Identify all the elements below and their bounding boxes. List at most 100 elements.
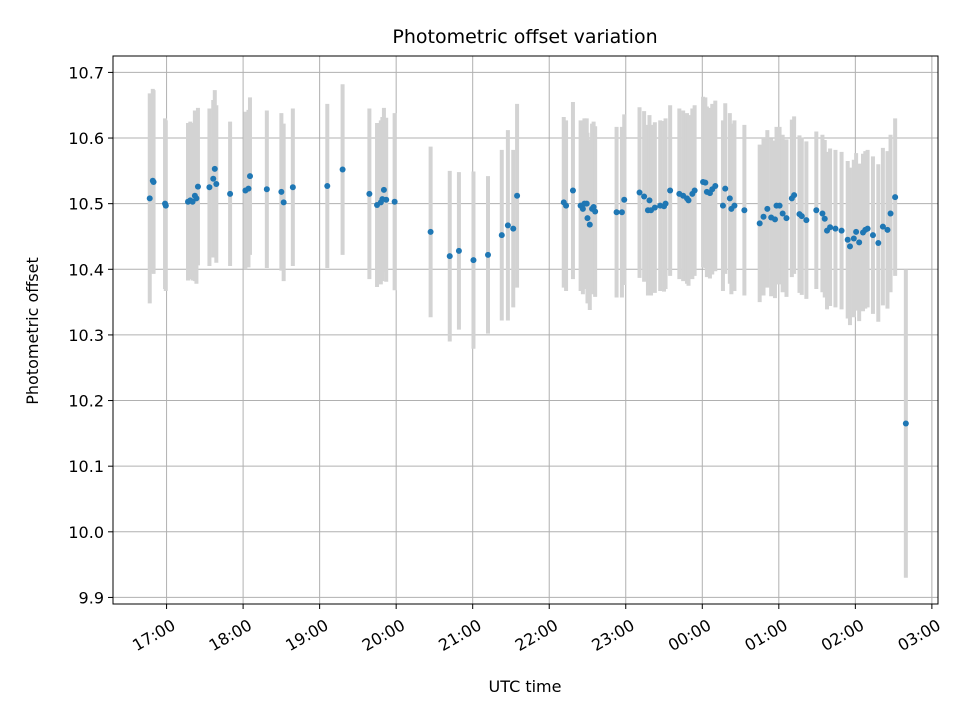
data-point [514,192,521,199]
data-point [391,198,398,205]
data-point [875,240,882,247]
y-tick-label: 10.6 [68,129,104,148]
data-point [194,183,201,190]
data-points [146,165,909,427]
data-point [569,187,576,194]
data-point [427,228,434,235]
data-point [383,196,390,203]
data-point [485,251,491,258]
data-point [590,203,597,210]
data-point [339,166,346,173]
data-point [211,165,218,172]
data-point [366,190,373,197]
data-point [702,179,709,186]
data-point [892,194,899,201]
data-point [289,184,296,191]
data-point [146,195,153,202]
y-tick-label: 10.5 [68,195,104,214]
data-point [783,215,790,222]
data-point [641,193,648,200]
data-point [210,175,217,182]
data-point [838,227,845,234]
data-point [731,202,738,209]
data-point [879,223,886,230]
data-point [586,221,593,228]
data-point [636,189,643,196]
data-point [263,186,270,193]
y-tick-label: 10.4 [68,260,104,279]
data-point [869,232,876,239]
data-point [779,210,786,217]
data-point [798,213,805,220]
data-point [245,185,252,192]
data-point [821,215,828,222]
data-point [455,247,462,254]
data-point [510,225,517,232]
y-tick-label: 10.2 [68,392,104,411]
data-point [213,180,220,187]
data-point [850,235,857,242]
chart-title: Photometric offset variation [392,26,657,48]
data-point [206,184,213,191]
data-point [667,187,674,194]
data-point [691,187,698,194]
data-point [771,216,778,223]
y-tick-label: 10.7 [68,63,104,82]
data-point [583,200,590,207]
data-point [832,225,839,232]
data-point [856,239,863,246]
data-point [726,195,733,202]
data-point [504,222,511,229]
data-point [613,209,620,216]
data-point [193,195,200,202]
data-point [280,199,287,206]
data-point [584,215,591,222]
data-point [646,197,653,204]
data-point [470,257,477,264]
data-point [864,225,871,232]
data-point [760,213,767,220]
data-point [741,207,748,214]
data-point [791,192,798,199]
data-point [651,204,658,211]
data-point [722,185,729,192]
data-point [803,217,810,224]
data-point [618,209,625,216]
x-axis-title: UTC time [489,677,562,696]
data-point [162,202,169,209]
data-point [621,196,628,203]
data-point [662,200,669,207]
data-point [150,179,157,186]
data-point [819,210,826,217]
data-point [844,236,851,243]
data-point [246,173,253,180]
y-axis-title: Photometric offset [23,257,42,405]
data-point [278,188,285,195]
y-tick-label: 10.0 [68,523,104,542]
data-point [776,202,783,209]
data-point [853,228,860,235]
data-point [446,253,453,260]
data-point [756,220,763,227]
data-point [685,197,692,204]
y-tick-label: 10.1 [68,457,104,476]
data-point [846,243,853,250]
data-point [887,210,894,217]
data-point [902,420,909,427]
data-point [884,226,891,233]
data-point [719,202,726,209]
data-point [227,190,234,197]
data-point [324,182,331,189]
y-tick-label: 9.9 [79,588,104,607]
data-point [764,205,771,212]
data-point [498,232,505,239]
plot-frame [112,55,939,605]
data-point [592,208,599,215]
data-point [579,205,586,212]
data-point [380,186,387,193]
y-tick-label: 10.3 [68,326,104,345]
data-point [813,207,820,214]
data-point [712,182,719,189]
data-point [563,202,570,209]
